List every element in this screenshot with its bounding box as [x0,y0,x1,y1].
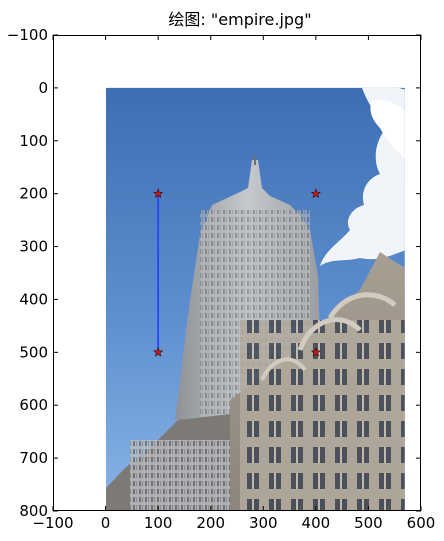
data-point [153,188,164,198]
y-tick-label: 400 [19,290,48,308]
x-tick-label: 600 [407,514,436,532]
x-tick-label: 400 [302,514,331,532]
x-tick-label: 100 [144,514,173,532]
y-tick-label: 300 [19,238,48,256]
photo-empire [106,87,405,511]
data-point [310,346,321,357]
data-marks [153,188,321,357]
x-tick-label: −100 [32,514,73,532]
y-tick-label: 700 [19,449,48,467]
x-tick-label: 500 [354,514,383,532]
x-tick-label: 0 [101,514,111,532]
photo-content [106,87,405,511]
data-point [310,188,321,198]
y-tick-label: 600 [19,396,48,414]
y-tick-label: 800 [19,502,48,520]
y-tick-label: −100 [7,26,48,44]
x-tick-label: 300 [249,514,278,532]
y-tick-label: 500 [19,343,48,361]
data-point [153,346,164,357]
x-tick-label: 200 [196,514,225,532]
axis-ticks: −100 0 100 200 300 400 500 600 −100 0 100 200 300 400… [7,26,436,532]
y-tick-label: 0 [38,79,48,97]
y-tick-label: 200 [19,185,48,203]
axes-border [53,35,421,511]
y-tick-label: 100 [19,132,48,150]
chart-title: 绘图: "empire.jpg" [168,10,311,29]
